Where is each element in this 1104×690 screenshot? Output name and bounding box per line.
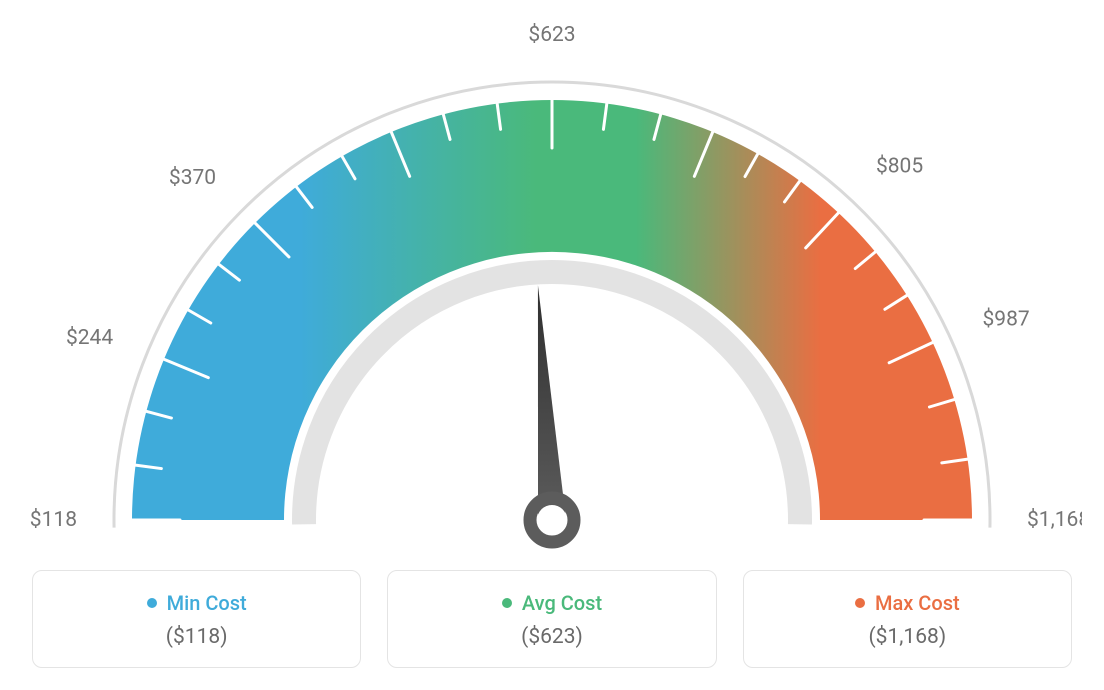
min-dot-icon [147, 598, 157, 608]
max-cost-value: ($1,168) [754, 625, 1061, 649]
max-cost-card: Max Cost ($1,168) [743, 570, 1072, 668]
min-cost-label: Min Cost [167, 591, 247, 615]
gauge-svg: $118 $244 $370 $623 $805 $987 $1,168 [22, 20, 1082, 550]
avg-cost-card: Avg Cost ($623) [387, 570, 716, 668]
max-cost-label: Max Cost [875, 591, 960, 615]
avg-cost-label: Avg Cost [522, 591, 602, 615]
cost-gauge: $118 $244 $370 $623 $805 $987 $1,168 [22, 20, 1082, 550]
min-cost-card: Min Cost ($118) [32, 570, 361, 668]
legend-row: Min Cost ($118) Avg Cost ($623) Max Cost… [32, 570, 1072, 668]
gauge-scale-label: $623 [528, 23, 575, 47]
gauge-scale-label: $118 [30, 508, 77, 532]
gauge-scale-label: $805 [876, 155, 923, 179]
max-dot-icon [855, 598, 865, 608]
gauge-scale-label: $1,168 [1027, 508, 1082, 532]
gauge-scale-label: $987 [982, 307, 1029, 331]
gauge-scale-label: $370 [169, 166, 216, 190]
needle [530, 285, 574, 542]
gauge-scale-label: $244 [66, 326, 113, 350]
avg-cost-value: ($623) [398, 625, 705, 649]
min-cost-value: ($118) [43, 625, 350, 649]
avg-dot-icon [502, 598, 512, 608]
